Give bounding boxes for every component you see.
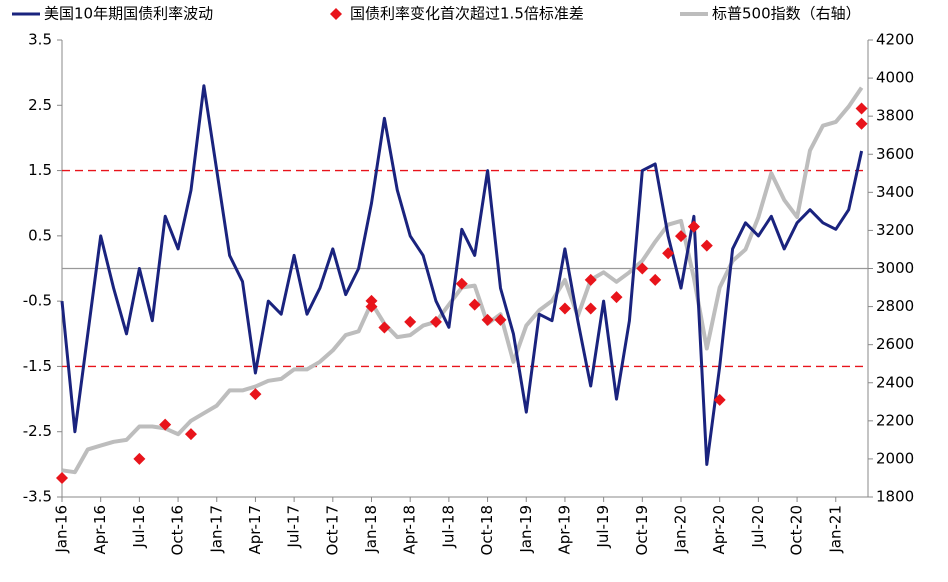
marker bbox=[636, 262, 649, 275]
x-tick-label: Oct-20 bbox=[788, 505, 806, 555]
x-tick-label: Jan-20 bbox=[672, 505, 690, 554]
marker bbox=[455, 277, 468, 290]
y2-tick-label: 3600 bbox=[876, 145, 914, 163]
y-tick-label: -1.5 bbox=[23, 357, 52, 375]
marker bbox=[675, 230, 688, 243]
x-tick-label: Apr-19 bbox=[555, 505, 573, 555]
marker bbox=[133, 452, 146, 465]
x-tick-label: Jan-21 bbox=[826, 505, 844, 554]
legend-label: 美国10年期国债利率波动 bbox=[44, 5, 213, 23]
y2-tick-label: 2000 bbox=[876, 449, 914, 467]
marker bbox=[700, 239, 713, 252]
marker bbox=[584, 273, 597, 286]
marker bbox=[662, 247, 675, 260]
marker bbox=[584, 302, 597, 315]
y-tick-label: -2.5 bbox=[23, 422, 52, 440]
y-tick-label: 0.5 bbox=[28, 226, 52, 244]
y2-tick-label: 3400 bbox=[876, 183, 914, 201]
y2-tick-label: 2600 bbox=[876, 335, 914, 353]
marker bbox=[159, 418, 172, 431]
y2-tick-label: 2800 bbox=[876, 297, 914, 315]
marker bbox=[855, 102, 868, 115]
marker bbox=[365, 294, 378, 307]
marker bbox=[56, 471, 68, 484]
y-tick-label: -3.5 bbox=[23, 488, 52, 506]
x-tick-label: Apr-18 bbox=[401, 505, 419, 555]
y-tick-label: -0.5 bbox=[23, 292, 52, 310]
y2-tick-label: 4000 bbox=[876, 69, 914, 87]
marker bbox=[404, 315, 417, 328]
x-tick-label: Apr-17 bbox=[246, 505, 264, 555]
marker bbox=[468, 298, 481, 311]
x-tick-label: Jan-16 bbox=[53, 505, 71, 554]
legend-swatch bbox=[330, 8, 342, 20]
y2-tick-label: 2200 bbox=[876, 411, 914, 429]
y2-tick-label: 3000 bbox=[876, 259, 914, 277]
x-tick-label: Jan-17 bbox=[207, 505, 225, 554]
marker bbox=[184, 428, 197, 441]
marker bbox=[558, 302, 571, 315]
legend-label: 国债利率变化首次超过1.5倍标准差 bbox=[350, 5, 584, 23]
x-tick-label: Jul-19 bbox=[594, 505, 612, 549]
marker bbox=[494, 313, 507, 326]
y-tick-label: 3.5 bbox=[28, 31, 52, 49]
x-tick-label: Oct-18 bbox=[478, 505, 496, 555]
y2-tick-label: 3200 bbox=[876, 221, 914, 239]
marker bbox=[378, 321, 391, 334]
marker bbox=[687, 220, 700, 233]
x-tick-label: Oct-17 bbox=[323, 505, 341, 555]
marker bbox=[610, 291, 623, 304]
x-tick-label: Oct-19 bbox=[633, 505, 651, 555]
series-line bbox=[60, 84, 864, 466]
marker bbox=[429, 315, 442, 328]
x-tick-label: Jan-19 bbox=[517, 505, 535, 554]
y-tick-label: 1.5 bbox=[28, 161, 52, 179]
x-tick-label: Apr-20 bbox=[710, 505, 728, 555]
x-tick-label: Oct-16 bbox=[169, 505, 187, 555]
y2-tick-label: 4200 bbox=[876, 31, 914, 49]
y2-tick-label: 1800 bbox=[876, 488, 914, 506]
x-tick-label: Jul-18 bbox=[439, 505, 457, 549]
marker bbox=[713, 393, 726, 406]
x-tick-label: Jul-17 bbox=[285, 505, 303, 549]
legend-label: 标普500指数（右轴） bbox=[712, 5, 861, 23]
x-tick-label: Jan-18 bbox=[362, 505, 380, 554]
marker bbox=[249, 388, 262, 401]
y2-tick-label: 2400 bbox=[876, 373, 914, 391]
marker bbox=[481, 313, 494, 326]
marker bbox=[649, 273, 662, 286]
marker bbox=[855, 117, 868, 130]
x-tick-label: Jul-16 bbox=[130, 505, 148, 549]
x-tick-label: Jul-20 bbox=[749, 505, 767, 549]
y2-tick-label: 3800 bbox=[876, 107, 914, 125]
y-tick-label: 2.5 bbox=[28, 96, 52, 114]
x-tick-label: Apr-16 bbox=[91, 505, 109, 555]
